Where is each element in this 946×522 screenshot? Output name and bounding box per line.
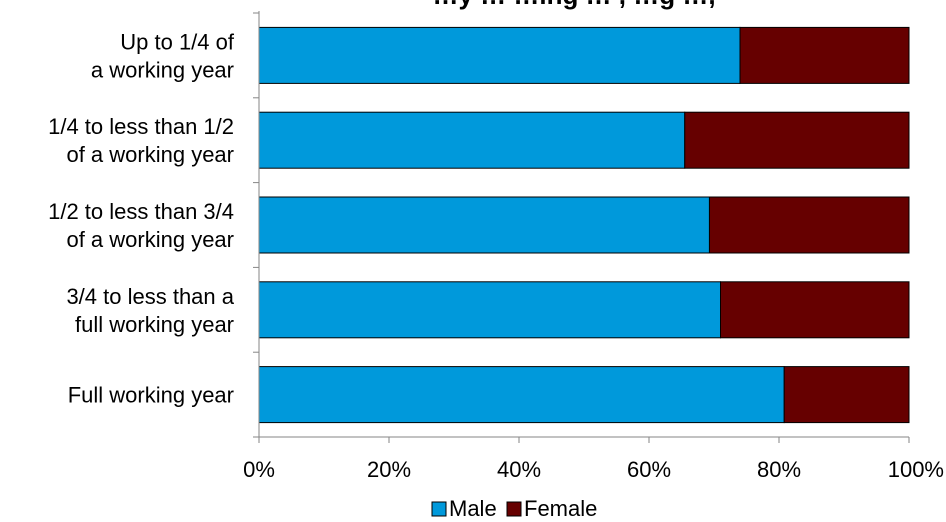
x-tick-label: 60% bbox=[627, 457, 671, 482]
bar-male-2 bbox=[258, 196, 710, 254]
chart-title: …y … …ing … , …g …, bbox=[432, 0, 715, 10]
x-tick-label: 100% bbox=[888, 457, 944, 482]
x-tick-label: 40% bbox=[497, 457, 541, 482]
bar-female-3 bbox=[720, 281, 910, 339]
bar-male-0 bbox=[258, 26, 741, 84]
category-label: of a working year bbox=[66, 227, 234, 252]
category-label: 1/2 to less than 3/4 bbox=[48, 199, 234, 224]
bar-female-1 bbox=[684, 111, 910, 169]
category-labels: Up to 1/4 of a working year 1/4 to less th… bbox=[48, 29, 235, 407]
bar-female-4 bbox=[783, 366, 910, 424]
category-label: full working year bbox=[75, 312, 234, 337]
bar-female-0 bbox=[739, 26, 910, 84]
category-label: 1/4 to less than 1/2 bbox=[48, 114, 234, 139]
legend-swatch-female bbox=[506, 501, 522, 517]
x-tick-label: 0% bbox=[243, 457, 275, 482]
bar-male-3 bbox=[258, 281, 721, 339]
category-label: Full working year bbox=[68, 383, 234, 408]
bar-male-4 bbox=[258, 366, 785, 424]
legend: Male Female bbox=[431, 496, 597, 521]
bar-female-2 bbox=[708, 196, 910, 254]
category-label: of a working year bbox=[66, 142, 234, 167]
legend-label-male: Male bbox=[449, 496, 497, 521]
legend-label-female: Female bbox=[524, 496, 597, 521]
axes bbox=[253, 11, 910, 443]
x-tick-label: 80% bbox=[757, 457, 801, 482]
category-label: Up to 1/4 of bbox=[120, 29, 235, 54]
category-label: a working year bbox=[91, 57, 234, 82]
category-label: 3/4 to less than a bbox=[66, 284, 234, 309]
legend-swatch-male bbox=[431, 501, 447, 517]
bar-male-1 bbox=[258, 111, 686, 169]
x-tick-label: 20% bbox=[367, 457, 411, 482]
bars bbox=[258, 26, 910, 424]
chart-title-text: …y … …ing … , …g …, bbox=[432, 0, 715, 10]
x-tick-labels: 0% 20% 40% 60% 80% 100% bbox=[243, 457, 944, 482]
